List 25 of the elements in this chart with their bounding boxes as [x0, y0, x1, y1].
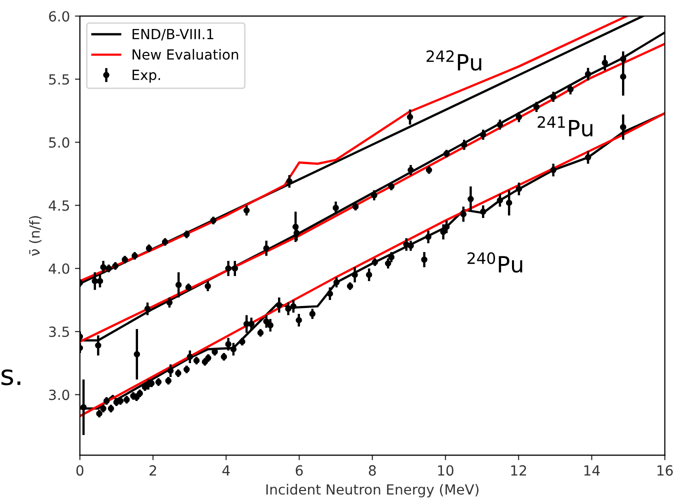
- y-axis-title: ν̄ (n/f): [29, 216, 42, 256]
- legend-label: New Evaluation: [132, 48, 238, 60]
- y-tick-label: 6.0: [49, 11, 70, 22]
- x-tick-label: 6: [296, 465, 303, 476]
- x-axis-title: Incident Neutron Energy (MeV): [266, 484, 478, 498]
- x-tick-label: 12: [511, 465, 526, 476]
- x-tick-label: 14: [584, 465, 600, 476]
- y-tick-label: 4.0: [48, 263, 70, 274]
- annotation: $^{242}$Pu: [426, 50, 482, 71]
- y-tick-label: 5.5: [49, 74, 69, 85]
- y-tick-label: 3.5: [49, 326, 69, 338]
- x-tick-label: 4: [222, 465, 230, 476]
- y-tick-label: 4.5: [48, 200, 69, 211]
- y-tick-label: 3.0: [49, 390, 70, 400]
- y-tick-label: 5.0: [49, 137, 70, 148]
- x-tick-label: 8: [368, 465, 376, 476]
- x-tick-label: 16: [658, 465, 673, 476]
- text: s.: [2, 369, 20, 386]
- x-tick-label: 2: [150, 465, 156, 476]
- annotation: $^{240}$Pu: [468, 252, 522, 273]
- x-tick-label: 0: [76, 465, 84, 476]
- annotation: $^{241}$Pu: [538, 116, 592, 137]
- legend-label: END/B-VIII.1: [132, 29, 214, 40]
- x-tick-label: 10: [438, 465, 454, 476]
- legend-label: Exp.: [132, 70, 160, 83]
